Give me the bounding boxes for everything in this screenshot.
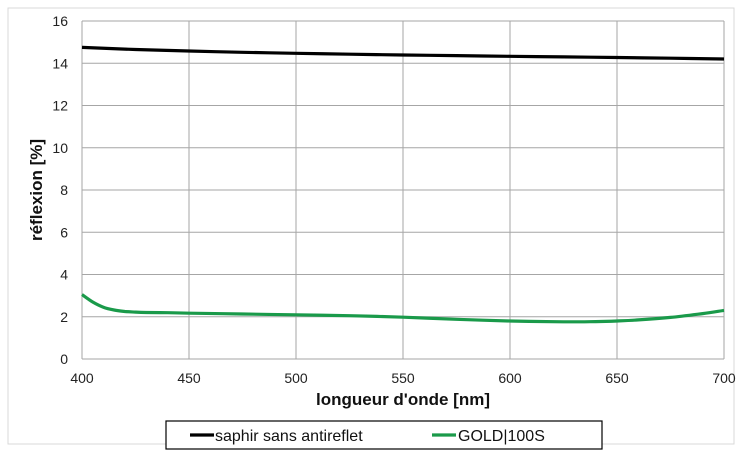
y-tick-16: 16 bbox=[52, 13, 68, 29]
y-tick-14: 14 bbox=[52, 55, 68, 71]
y-axis-title: réflexion [%] bbox=[27, 139, 46, 241]
x-tick-650: 650 bbox=[605, 370, 629, 386]
y-tick-6: 6 bbox=[60, 224, 68, 240]
y-tick-12: 12 bbox=[52, 98, 68, 114]
y-tick-0: 0 bbox=[60, 351, 68, 367]
legend-box bbox=[165, 420, 603, 450]
x-tick-700: 700 bbox=[712, 370, 736, 386]
legend-label-gold: GOLD|100S bbox=[458, 428, 545, 445]
x-tick-labels: 400 450 500 550 600 650 700 bbox=[70, 370, 736, 386]
x-tick-600: 600 bbox=[498, 370, 522, 386]
y-tick-2: 2 bbox=[60, 309, 68, 325]
y-tick-labels: 0 2 4 6 8 10 12 14 16 bbox=[52, 13, 68, 367]
y-tick-4: 4 bbox=[60, 267, 68, 283]
series-line-1 bbox=[81, 293, 725, 324]
y-tick-8: 8 bbox=[60, 182, 68, 198]
x-tick-500: 500 bbox=[284, 370, 308, 386]
series-lines bbox=[81, 45, 725, 324]
series-line-0 bbox=[81, 45, 725, 61]
y-tick-10: 10 bbox=[52, 140, 68, 156]
x-axis-title: longueur d'onde [nm] bbox=[316, 390, 490, 409]
legend-label-saphir: saphir sans antireflet bbox=[215, 428, 363, 445]
x-tick-400: 400 bbox=[70, 370, 94, 386]
chart-border bbox=[7, 7, 735, 445]
x-tick-550: 550 bbox=[391, 370, 415, 386]
legend: saphir sans antireflet GOLD|100S bbox=[165, 420, 603, 450]
x-tick-450: 450 bbox=[177, 370, 201, 386]
grid-lines bbox=[81, 20, 725, 360]
